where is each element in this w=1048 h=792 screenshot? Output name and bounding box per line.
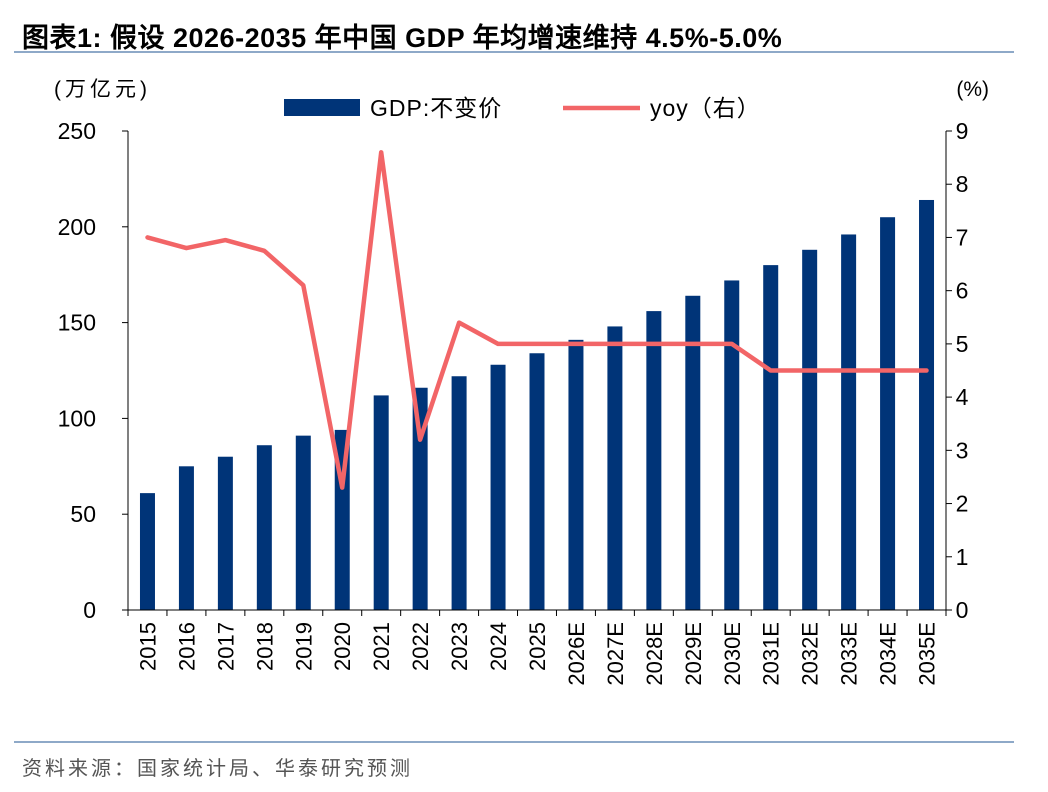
right-tick-label-4: 4 <box>956 384 969 410</box>
right-tick-label-5: 5 <box>956 331 969 357</box>
x-label-2030E: 2030E <box>720 622 745 686</box>
line-series <box>145 150 929 490</box>
x-label-2024: 2024 <box>486 622 511 671</box>
legend-gdp-swatch <box>284 99 360 116</box>
bar-2033E <box>841 234 857 611</box>
chart-title: 图表1: 假设 2026-2035 年中国 GDP 年均增速维持 4.5%-5.… <box>22 23 783 53</box>
title-divider <box>14 51 1014 53</box>
x-label-2018: 2018 <box>252 622 277 671</box>
x-label-2026E: 2026E <box>564 622 589 686</box>
bar-2018 <box>256 445 272 610</box>
x-label-2017: 2017 <box>213 622 238 671</box>
x-label-2031E: 2031E <box>759 622 784 686</box>
right-tick-label-0: 0 <box>956 597 969 623</box>
left-tick-label-50: 50 <box>70 501 96 527</box>
left-tick-label-0: 0 <box>83 597 96 623</box>
x-label-2019: 2019 <box>291 622 316 671</box>
right-tick-label-1: 1 <box>956 544 969 570</box>
bar-2030E <box>724 280 740 610</box>
left-tick-label-150: 150 <box>58 310 96 336</box>
x-label-2034E: 2034E <box>876 622 901 686</box>
bar-2028E <box>646 311 662 610</box>
bar-2023 <box>451 376 467 610</box>
left-tick-label-100: 100 <box>58 405 96 431</box>
x-label-2015: 2015 <box>135 622 160 671</box>
left-tick-label-250: 250 <box>58 118 96 144</box>
x-label-2025: 2025 <box>525 622 550 671</box>
x-label-2022: 2022 <box>408 622 433 671</box>
bar-2031E <box>763 265 779 610</box>
x-label-2028E: 2028E <box>642 622 667 686</box>
x-tick-labels: 2015 2016 2017 2018 2019 2020 2021 2022 2023 2024… <box>135 622 939 686</box>
bar-2024 <box>490 364 506 610</box>
source-divider <box>14 741 1014 743</box>
bar-2019 <box>295 435 311 610</box>
bar-2029E <box>685 295 701 610</box>
right-axis-label: (%) <box>956 78 989 101</box>
left-tick-label-200: 200 <box>58 214 96 240</box>
right-tick-label-7: 7 <box>956 224 969 250</box>
x-label-2033E: 2033E <box>837 622 862 686</box>
source-note: 资料来源：国家统计局、华泰研究预测 <box>22 758 413 780</box>
x-label-2020: 2020 <box>330 622 355 671</box>
bar-2022 <box>412 387 428 610</box>
legend-yoy-label: yoy（右） <box>650 95 761 121</box>
x-label-2032E: 2032E <box>798 622 823 686</box>
legend: GDP:不变价 yoy（右） <box>284 95 761 121</box>
x-label-2035E: 2035E <box>915 622 940 686</box>
left-axis-label: (万亿元) <box>54 78 151 101</box>
right-tick-label-9: 9 <box>956 118 969 144</box>
legend-gdp-label: GDP:不变价 <box>370 95 502 121</box>
bar-2034E <box>880 217 896 610</box>
bar-2016 <box>178 466 194 610</box>
bar-2026E <box>568 339 584 610</box>
bar-2027E <box>607 326 623 610</box>
x-label-2027E: 2027E <box>603 622 628 686</box>
bar-2021 <box>373 395 389 610</box>
bar-2032E <box>802 249 818 611</box>
right-tick-label-8: 8 <box>956 171 969 197</box>
x-label-2016: 2016 <box>174 622 199 671</box>
x-label-2029E: 2029E <box>681 622 706 686</box>
x-label-2021: 2021 <box>369 622 394 671</box>
axes: 0 50 100 150 200 250 0 1 2 3 4 5 6 7 8 9 (万亿元) (%) <box>54 78 989 623</box>
right-tick-label-6: 6 <box>956 278 969 304</box>
bar-2035E <box>919 199 935 610</box>
right-tick-label-2: 2 <box>956 491 969 517</box>
bar-2025 <box>529 353 545 610</box>
x-label-2023: 2023 <box>447 622 472 671</box>
bar-2015 <box>139 493 155 610</box>
bar-series <box>139 199 935 611</box>
bar-2017 <box>217 456 233 610</box>
right-tick-label-3: 3 <box>956 437 969 463</box>
